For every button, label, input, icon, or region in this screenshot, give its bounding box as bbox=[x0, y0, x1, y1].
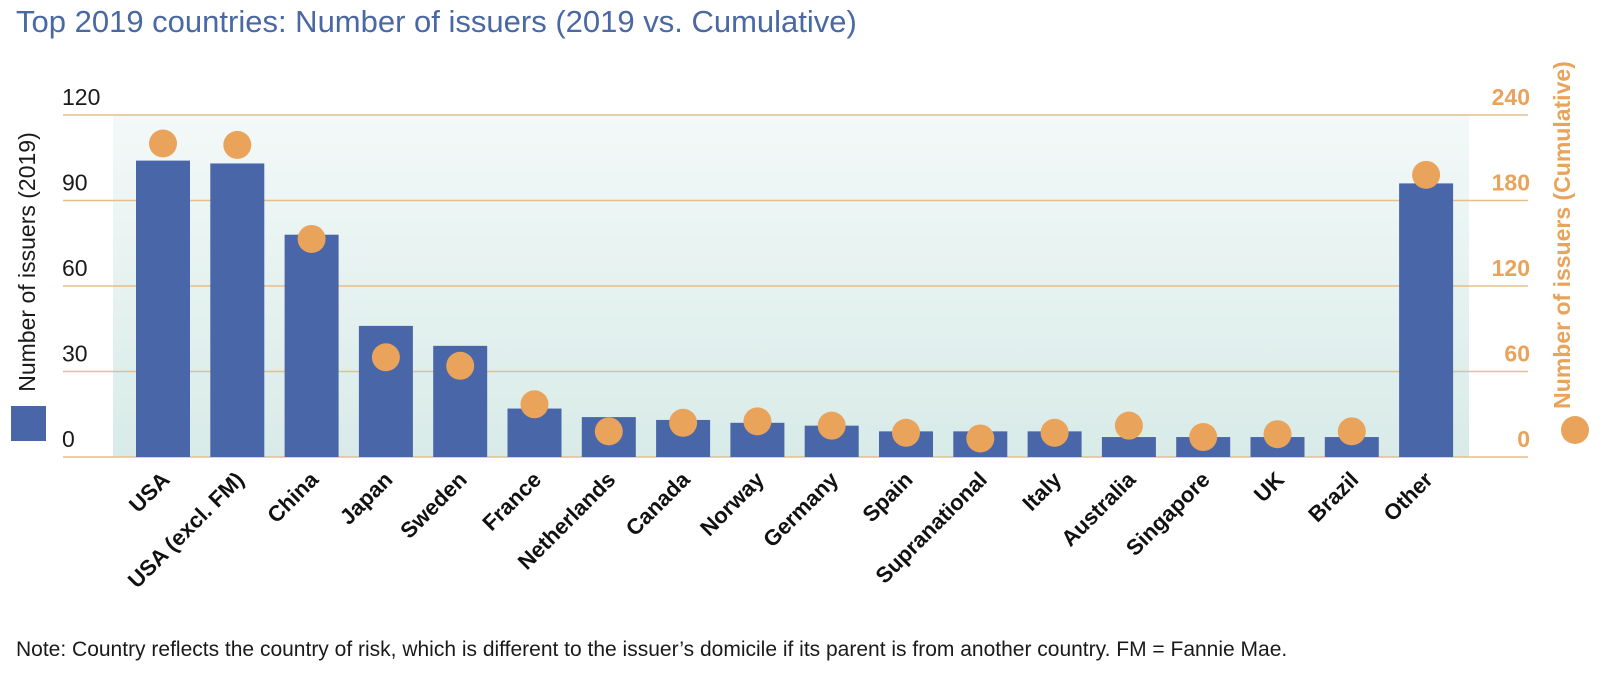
dot-france bbox=[520, 390, 549, 419]
dot-usa-excl-fm bbox=[223, 130, 252, 159]
right-tick-label: 120 bbox=[1492, 255, 1530, 281]
category-label: UK bbox=[1249, 467, 1289, 507]
category-label: Brazil bbox=[1303, 467, 1363, 527]
category-label: Spain bbox=[857, 467, 917, 527]
bar-other bbox=[1399, 183, 1454, 457]
left-axis-ticks: 0 30 60 90 120 bbox=[62, 84, 100, 452]
category-label: Other bbox=[1378, 467, 1437, 526]
right-axis-ticks: 0 60 120 180 240 bbox=[1492, 84, 1530, 452]
category-label: USA bbox=[124, 467, 175, 518]
footnote: Note: Country reflects the country of ri… bbox=[16, 638, 1288, 661]
dot-other bbox=[1412, 160, 1441, 189]
dot-spain bbox=[892, 418, 920, 447]
left-tick-label: 30 bbox=[62, 341, 88, 367]
dot-china bbox=[297, 224, 326, 253]
right-tick-label: 60 bbox=[1504, 341, 1530, 367]
dot-germany bbox=[817, 411, 846, 440]
right-tick-label: 180 bbox=[1492, 170, 1530, 196]
legend-swatch-bar bbox=[11, 406, 46, 441]
category-label: Japan bbox=[335, 467, 398, 530]
bar-australia bbox=[1101, 437, 1156, 457]
category-label: Italy bbox=[1017, 466, 1066, 515]
bar-usa-excl-fm bbox=[210, 163, 265, 457]
legend-swatch-dot bbox=[1561, 416, 1589, 444]
dot-canada bbox=[669, 408, 698, 437]
dot-supranational bbox=[966, 424, 995, 453]
category-label: France bbox=[477, 467, 546, 536]
right-axis-title-group: Number of issuers (Cumulative) bbox=[1549, 61, 1589, 444]
dot-singapore bbox=[1189, 423, 1218, 452]
category-label: Germany bbox=[758, 466, 844, 552]
bar-brazil bbox=[1324, 437, 1379, 457]
bars-2019 bbox=[136, 160, 1454, 457]
left-tick-label: 0 bbox=[62, 426, 75, 452]
category-label: Norway bbox=[695, 466, 769, 540]
dot-sweden bbox=[446, 351, 475, 380]
dots-cumulative bbox=[149, 129, 1441, 453]
category-label: Sweden bbox=[395, 467, 471, 543]
left-axis-title: Number of issuers (2019) bbox=[14, 132, 40, 392]
dot-netherlands bbox=[594, 417, 623, 446]
bar-china bbox=[284, 234, 339, 457]
dot-brazil bbox=[1337, 417, 1366, 446]
dot-japan bbox=[371, 343, 400, 372]
dot-italy bbox=[1040, 418, 1069, 447]
right-axis-title: Number of issuers (Cumulative) bbox=[1549, 61, 1575, 409]
dot-usa bbox=[149, 129, 177, 158]
dot-australia bbox=[1114, 411, 1143, 440]
category-label: China bbox=[262, 466, 323, 527]
left-axis-title-group: Number of issuers (2019) bbox=[11, 132, 46, 441]
dot-uk bbox=[1263, 420, 1292, 449]
right-tick-label: 0 bbox=[1517, 426, 1530, 452]
dot-norway bbox=[743, 407, 772, 436]
right-tick-label: 240 bbox=[1492, 84, 1530, 110]
bar-usa bbox=[136, 160, 190, 457]
category-label: Canada bbox=[621, 466, 695, 540]
chart-title: Top 2019 countries: Number of issuers (2… bbox=[16, 4, 857, 39]
left-tick-label: 120 bbox=[62, 84, 100, 110]
left-tick-label: 60 bbox=[62, 255, 88, 281]
left-tick-label: 90 bbox=[62, 170, 88, 196]
